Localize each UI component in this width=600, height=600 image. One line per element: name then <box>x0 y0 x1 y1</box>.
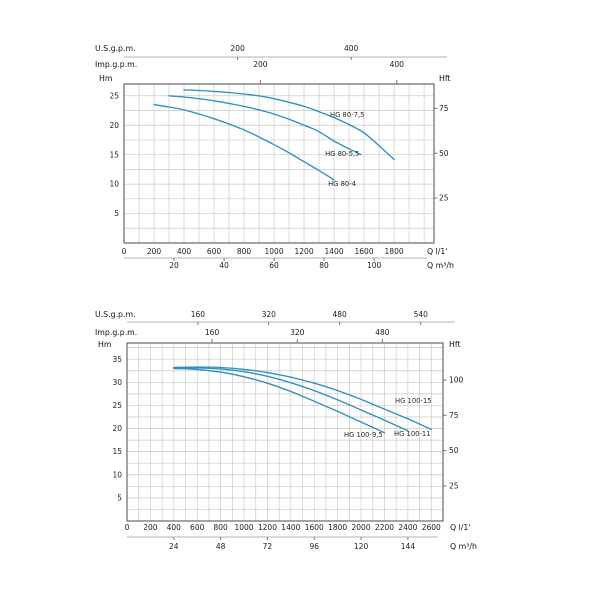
hm-tick-label: 5 <box>114 209 119 218</box>
curve-hg-100-9-5 <box>173 367 386 434</box>
q-lmin-tick-label: 0 <box>122 247 127 256</box>
q-lmin-tick-label: 1400 <box>325 247 344 256</box>
hm-tick-label: 20 <box>109 121 119 130</box>
q-lmin-tick-label: 1200 <box>258 523 277 532</box>
us-gpm-tick-label: 480 <box>332 310 347 319</box>
q-m3h-tick-label: 40 <box>219 261 229 270</box>
curve-hg-100-15 <box>173 366 432 431</box>
imp-gpm-axis-label: Imp.g.p.m. <box>95 60 137 69</box>
curve-label-hg-80-4: HG 80-4 <box>328 180 356 188</box>
hm-tick-label: 20 <box>112 424 122 433</box>
q-lmin-tick-label: 400 <box>167 523 182 532</box>
imp-gpm-tick-label: 480 <box>375 328 390 337</box>
hm-axis-label: Hm <box>98 340 111 349</box>
hft-tick-label: 50 <box>439 149 449 158</box>
curve-hg-80-5-5 <box>168 95 362 156</box>
q-lmin-tick-label: 200 <box>143 523 158 532</box>
curve-hg-80-4 <box>153 103 335 181</box>
hft-tick-label: 25 <box>439 194 449 203</box>
imp-gpm-tick-label: 400 <box>390 60 405 69</box>
q-m3h-tick-label: 120 <box>354 542 369 551</box>
q-lmin-tick-label: 800 <box>237 247 252 256</box>
curve-hg-100-11 <box>173 367 409 432</box>
q-m3h-tick-label: 24 <box>169 542 179 551</box>
q-m3h-tick-label: 144 <box>401 542 416 551</box>
grid <box>127 343 443 521</box>
hft-axis-label: Hft <box>439 74 451 83</box>
q-m3h-tick-label: 48 <box>216 542 226 551</box>
hft-tick-label: 75 <box>449 411 459 420</box>
q-m3h-tick-label: 72 <box>263 542 273 551</box>
us-gpm-tick-label: 160 <box>191 310 206 319</box>
curve-label-hg-80-5-5: HG 80-5,5 <box>325 150 359 158</box>
imp-gpm-tick-label: 160 <box>205 328 220 337</box>
plot-border <box>123 83 435 244</box>
q-lmin-tick-label: 1600 <box>305 523 324 532</box>
q-lmin-tick-label: 1800 <box>385 247 404 256</box>
curve-label-hg-80-7-5: HG 80-7,5 <box>330 111 364 119</box>
us-gpm-tick-label: 400 <box>344 44 359 53</box>
q-lmin-tick-label: 1800 <box>328 523 347 532</box>
hm-tick-label: 25 <box>112 401 122 410</box>
q-lmin-tick-label: 1600 <box>355 247 374 256</box>
q-lmin-tick-label: 2600 <box>422 523 441 532</box>
curve-hg-80-7-5 <box>183 89 395 161</box>
q-m3h-tick-label: 20 <box>169 261 179 270</box>
hft-tick-label: 25 <box>449 481 459 490</box>
q-lmin-tick-label: 1400 <box>281 523 300 532</box>
q-lmin-tick-label: 2400 <box>398 523 417 532</box>
q-lmin-tick-label: 0 <box>125 523 130 532</box>
hm-tick-label: 10 <box>109 180 119 189</box>
q-lmin-tick-label: 800 <box>213 523 228 532</box>
imp-gpm-axis-label: Imp.g.p.m. <box>95 328 137 337</box>
q-m3h-tick-label: 80 <box>319 261 329 270</box>
hm-tick-label: 35 <box>112 355 122 364</box>
hft-tick-label: 50 <box>449 446 459 455</box>
hm-tick-label: 5 <box>117 493 122 502</box>
q-lmin-tick-label: 200 <box>147 247 162 256</box>
q-lmin-tick-label: 1000 <box>265 247 284 256</box>
hft-tick-label: 100 <box>449 376 464 385</box>
us-gpm-axis-label: U.S.g.p.m. <box>95 44 136 53</box>
hm-tick-label: 25 <box>109 91 119 100</box>
q-m3h-axis-label: Q m³/h <box>427 261 454 270</box>
hm-tick-label: 10 <box>112 470 122 479</box>
q-lmin-axis-label: Q l/1' <box>450 523 471 532</box>
q-lmin-tick-label: 2000 <box>352 523 371 532</box>
q-lmin-tick-label: 2200 <box>375 523 394 532</box>
hm-axis-label: Hm <box>99 74 112 83</box>
us-gpm-tick-label: 320 <box>262 310 277 319</box>
hm-tick-label: 15 <box>112 447 122 456</box>
q-lmin-tick-label: 1000 <box>234 523 253 532</box>
q-lmin-tick-label: 400 <box>177 247 192 256</box>
curve-label-hg-100-11: HG 100-11 <box>394 430 431 438</box>
plot-border <box>126 342 444 522</box>
grid <box>124 84 434 243</box>
hft-axis-label: Hft <box>449 340 461 349</box>
q-m3h-tick-label: 96 <box>309 542 319 551</box>
q-m3h-tick-label: 60 <box>269 261 279 270</box>
q-lmin-tick-label: 600 <box>190 523 205 532</box>
q-lmin-tick-label: 600 <box>207 247 222 256</box>
imp-gpm-tick-label: 320 <box>290 328 305 337</box>
us-gpm-axis-label: U.S.g.p.m. <box>95 310 136 319</box>
hft-tick-label: 75 <box>439 104 449 113</box>
us-gpm-tick-label: 200 <box>230 44 245 53</box>
curve-label-hg-100-15: HG 100-15 <box>395 397 432 405</box>
curve-label-hg-100-9-5: HG 100-9,5 <box>344 431 383 439</box>
q-m3h-tick-label: 100 <box>367 261 382 270</box>
q-lmin-tick-label: 1200 <box>295 247 314 256</box>
q-m3h-axis-label: Q m³/h <box>450 542 477 551</box>
imp-gpm-tick-label: 200 <box>253 60 268 69</box>
q-lmin-axis-label: Q l/1' <box>427 247 448 256</box>
hm-tick-label: 15 <box>109 150 119 159</box>
hm-tick-label: 30 <box>112 378 122 387</box>
us-gpm-tick-label: 540 <box>414 310 429 319</box>
